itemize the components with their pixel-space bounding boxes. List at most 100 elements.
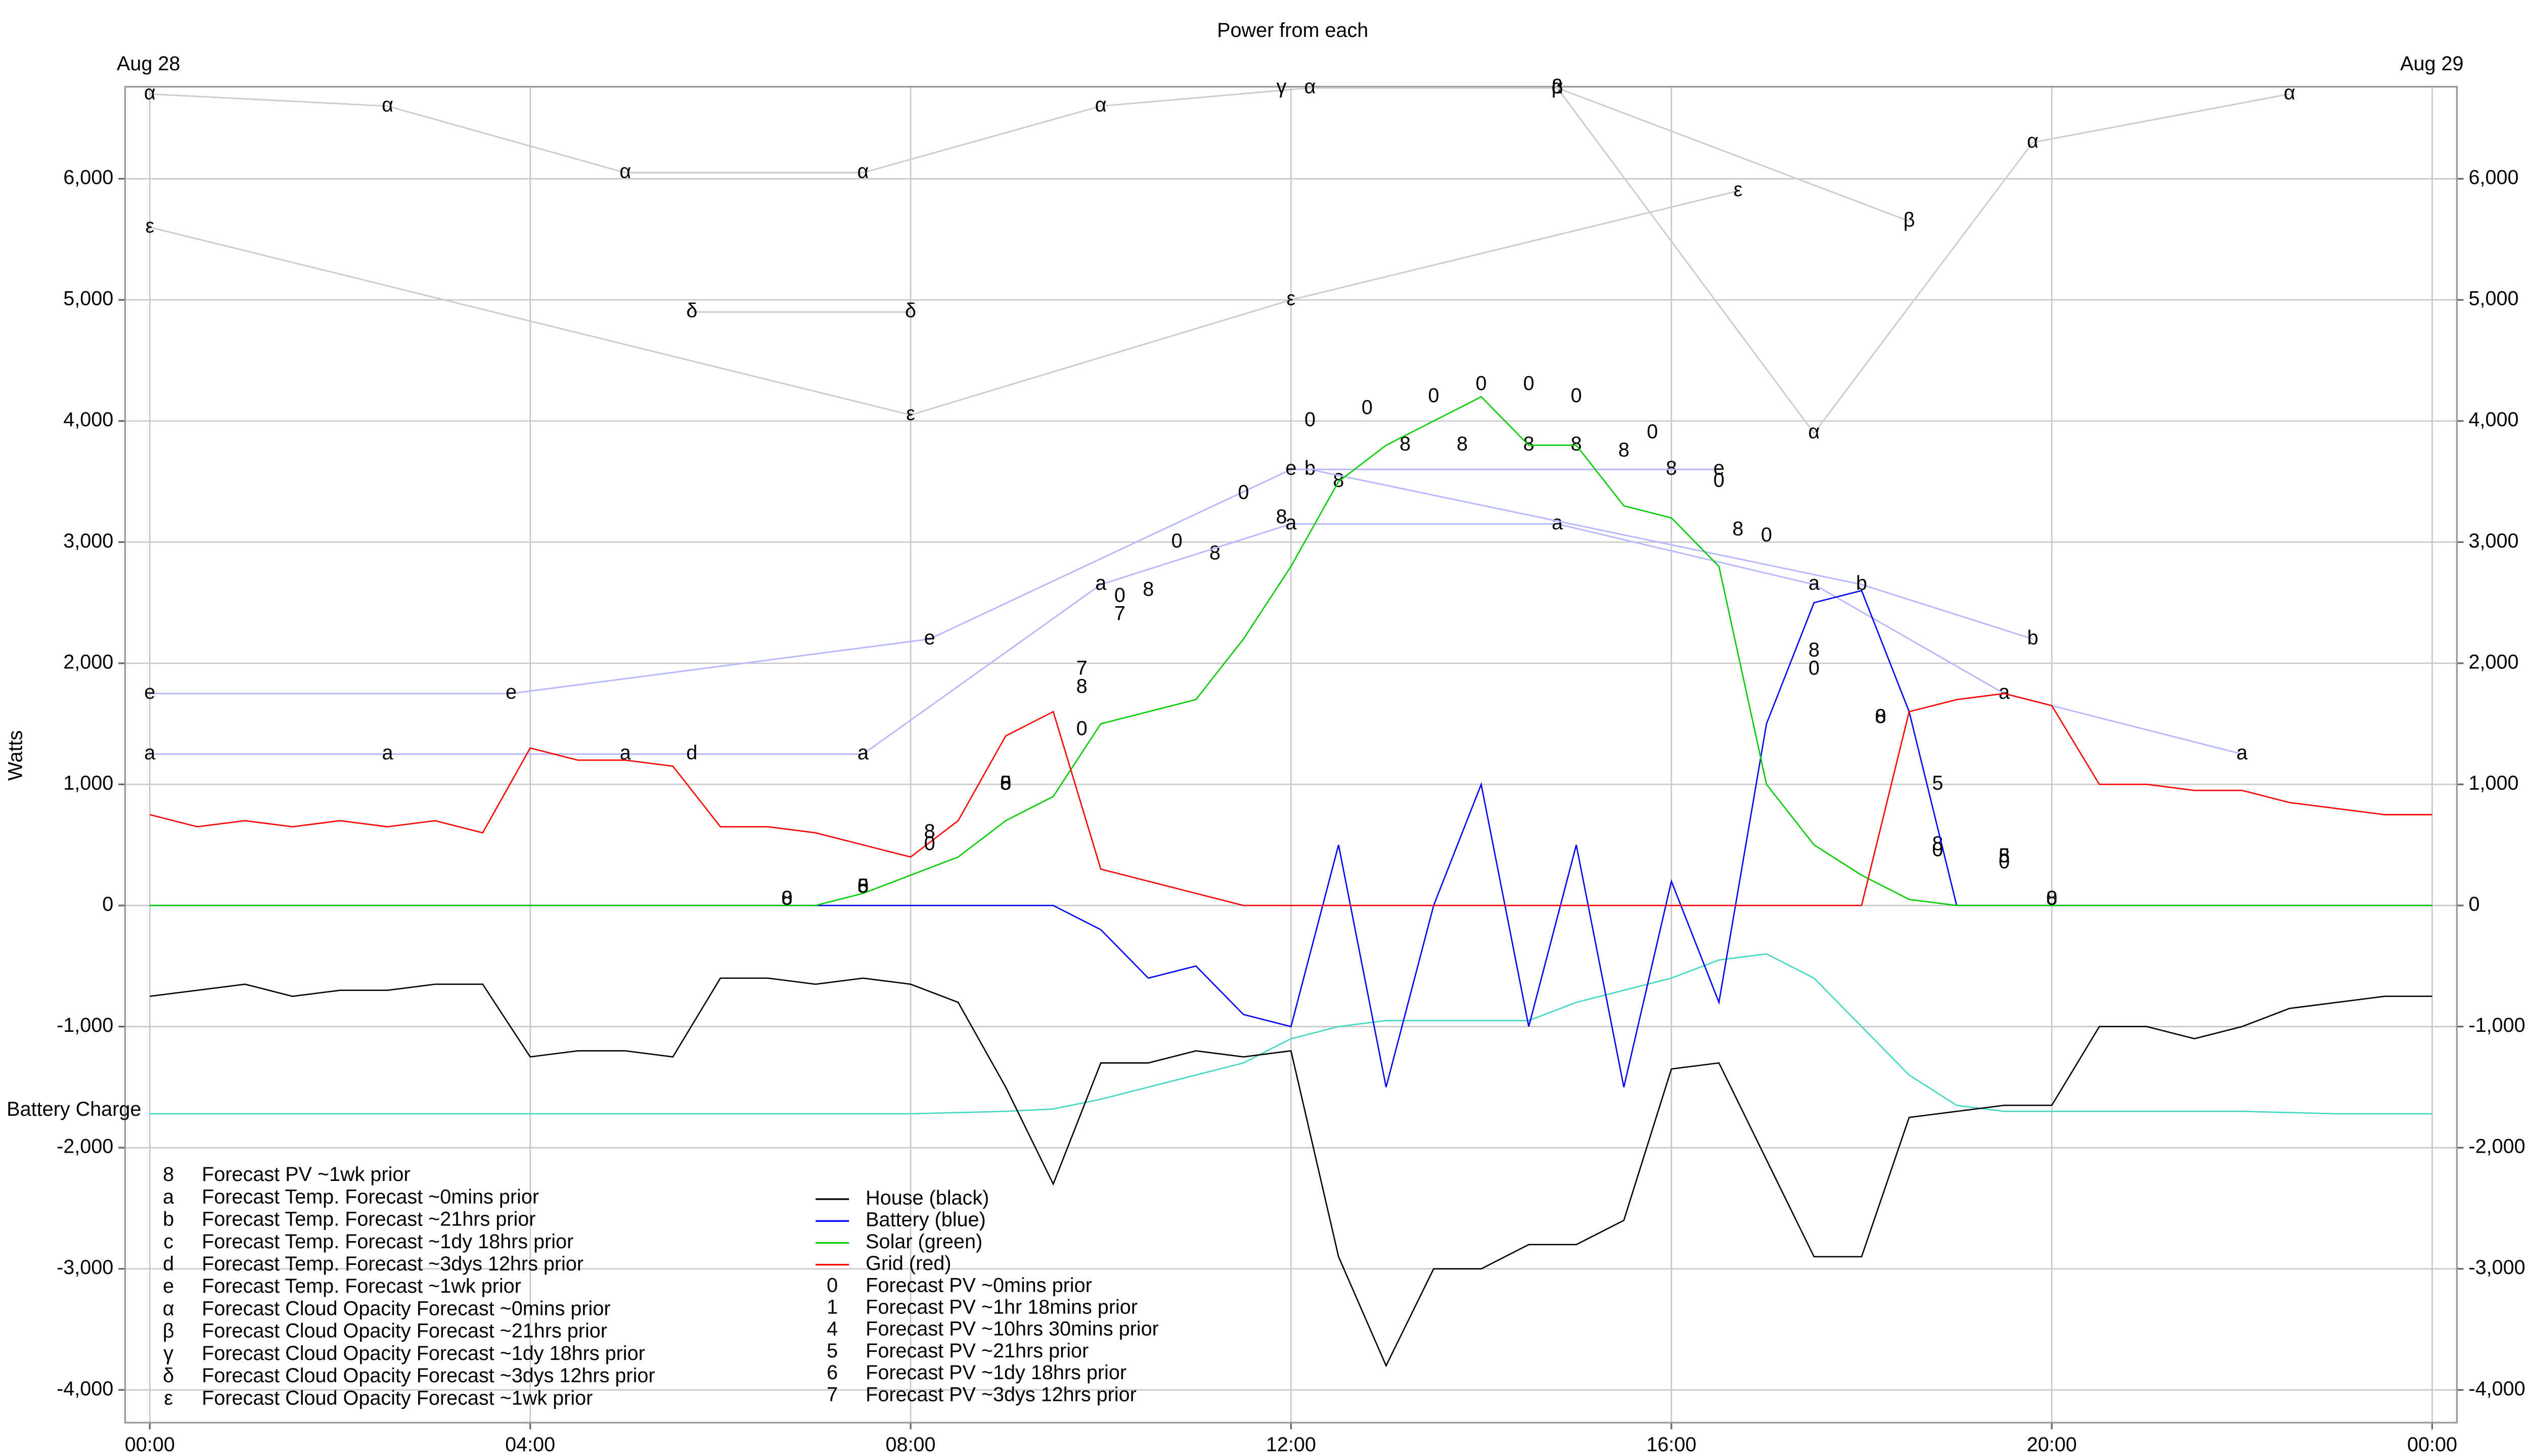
legend-symbol: a <box>163 1186 174 1208</box>
y-tick-label: -4,000 <box>57 1378 113 1400</box>
y-tick-label: 5,000 <box>63 288 113 310</box>
y2-tick-label: 5,000 <box>2468 288 2518 310</box>
legend-symbol: 5 <box>827 1340 838 1362</box>
series-line <box>150 977 2432 1368</box>
chart-title: Power from each <box>1217 19 1368 41</box>
legend-label: Solar (green) <box>866 1231 982 1253</box>
forecast-marker: 5 <box>857 875 869 897</box>
forecast-marker: ε <box>1287 288 1296 310</box>
legend-symbol: 4 <box>827 1318 838 1340</box>
forecast-marker: 8 <box>1732 518 1743 540</box>
legend-symbol: ε <box>164 1387 173 1409</box>
forecast-marker: δ <box>905 300 916 322</box>
legend-label: Forecast PV ~1hr 18mins prior <box>866 1296 1138 1318</box>
forecast-marker: 0 <box>1000 772 1011 794</box>
forecast-marker: 8 <box>1276 506 1287 528</box>
plot-frame <box>124 85 2458 1424</box>
forecast-marker: α <box>857 160 869 183</box>
battery-charge-line <box>150 953 2432 1115</box>
forecast-marker: 0 <box>782 887 793 909</box>
y2-tick-label: 6,000 <box>2468 166 2518 189</box>
legend-symbol: b <box>163 1208 174 1231</box>
legend-label: Forecast Cloud Opacity Forecast ~21hrs p… <box>202 1320 607 1342</box>
forecast-marker: α <box>619 160 631 183</box>
legend-label: Forecast Cloud Opacity Forecast ~0mins p… <box>202 1297 610 1320</box>
forecast-marker: 0 <box>2046 887 2057 909</box>
legend-symbol: 6 <box>827 1361 838 1384</box>
y-tick-label: -1,000 <box>57 1014 113 1036</box>
forecast-marker: β <box>1552 75 1563 98</box>
legend-label: Forecast Temp. Forecast ~1dy 18hrs prior <box>202 1231 573 1253</box>
forecast-marker: α <box>1552 75 1563 98</box>
legend-symbol: 0 <box>827 1274 838 1296</box>
forecast-marker: 8 <box>1809 639 1820 661</box>
date-label: Aug 28 <box>117 53 180 75</box>
series-line <box>149 693 2432 906</box>
forecast-marker: 0 <box>1076 717 1088 740</box>
legend-label: Forecast Temp. Forecast ~0mins prior <box>202 1186 539 1208</box>
forecast-line <box>1557 87 1910 222</box>
forecast-marker: a <box>1285 512 1297 534</box>
legend-symbol: α <box>163 1297 174 1320</box>
forecast-marker: 0 <box>1875 705 1886 727</box>
forecast-marker: a <box>1095 572 1107 595</box>
legend-symbol: δ <box>163 1364 174 1387</box>
legend-label: Forecast Temp. Forecast ~21hrs prior <box>202 1208 535 1231</box>
forecast-marker: 0 <box>1571 384 1582 406</box>
forecast-marker: 8 <box>1666 457 1677 479</box>
legend-symbol: d <box>163 1253 174 1275</box>
y-tick-label: 4,000 <box>63 408 113 431</box>
forecast-marker: γ <box>1277 75 1287 98</box>
forecast-marker: b <box>2027 626 2038 649</box>
y2-tick-label: 2,000 <box>2468 651 2518 673</box>
forecast-marker: b <box>1856 572 1867 595</box>
forecast-marker: 0 <box>1999 851 2010 873</box>
forecast-marker: a <box>2236 742 2248 764</box>
y2-tick-label: -4,000 <box>2468 1378 2525 1400</box>
forecast-marker: a <box>1809 572 1820 595</box>
x-tick-label: 04:00 <box>505 1434 555 1456</box>
y-tick-label: 3,000 <box>63 530 113 552</box>
legend-label: Grid (red) <box>866 1252 951 1275</box>
forecast-marker: e <box>1713 457 1725 479</box>
y-tick-label: 2,000 <box>63 651 113 673</box>
x-tick-label: 00:00 <box>125 1434 175 1456</box>
x-tick-label: 16:00 <box>1646 1434 1696 1456</box>
x-tick-label: 08:00 <box>886 1434 936 1456</box>
forecast-marker: a <box>144 742 156 764</box>
forecast-marker: ε <box>1734 178 1743 201</box>
forecast-marker: 8 <box>1618 439 1630 461</box>
legend-label: Forecast PV ~21hrs prior <box>866 1340 1089 1362</box>
forecast-marker: β <box>1904 209 1915 231</box>
forecast-marker: 0 <box>1171 530 1183 552</box>
x-tick-label: 12:00 <box>1266 1434 1316 1456</box>
forecast-marker: 0 <box>1523 372 1534 394</box>
legend-label: House (black) <box>866 1187 989 1209</box>
forecast-marker: b <box>1304 457 1316 479</box>
legend-label: Forecast Temp. Forecast ~3dys 12hrs prio… <box>202 1253 583 1275</box>
forecast-marker: 8 <box>782 887 793 909</box>
forecast-marker: d <box>686 742 697 764</box>
forecast-marker: 8 <box>1400 433 1411 455</box>
forecast-marker: 8 <box>1999 845 2010 867</box>
forecast-marker: α <box>1808 421 1820 443</box>
legend-symbol: β <box>163 1320 174 1342</box>
forecast-marker: δ <box>686 300 697 322</box>
forecast-marker: 8 <box>1875 705 1886 727</box>
forecast-marker: e <box>144 681 155 703</box>
legend-symbol: γ <box>163 1342 173 1364</box>
forecast-marker: e <box>506 681 517 703</box>
legend-label: Forecast PV ~3dys 12hrs prior <box>866 1383 1137 1405</box>
forecast-marker: 0 <box>924 833 935 855</box>
forecast-marker: 7 <box>1076 657 1088 679</box>
forecast-marker: α <box>1304 75 1316 98</box>
forecast-marker: 5 <box>1932 772 1943 794</box>
forecast-line <box>150 523 2242 755</box>
forecast-line <box>149 190 1738 416</box>
y2-tick-label: -3,000 <box>2468 1256 2525 1279</box>
forecast-marker: a <box>1999 681 2010 703</box>
forecast-marker: 8 <box>1457 433 1468 455</box>
forecast-marker: 8 <box>924 821 935 843</box>
y-tick-label: 6,000 <box>63 166 113 189</box>
